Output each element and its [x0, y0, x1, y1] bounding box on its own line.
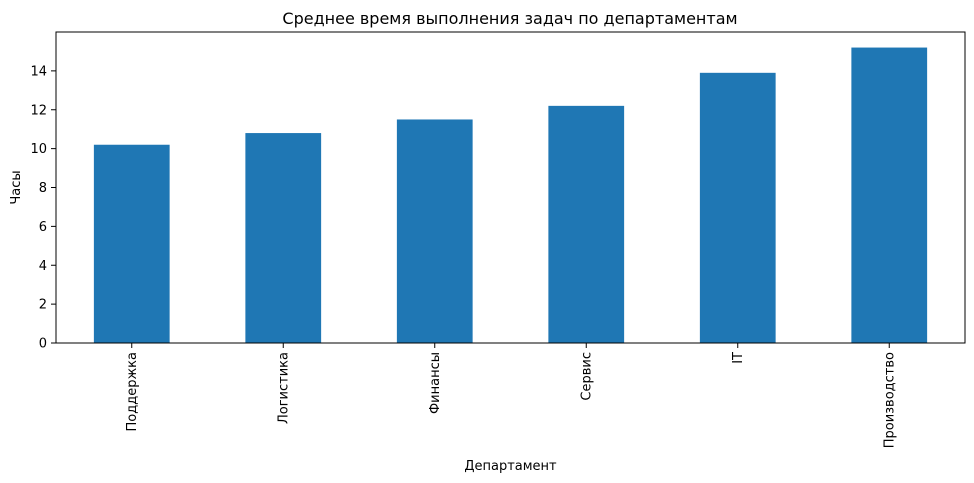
- plot-frame: [55, 31, 966, 344]
- y-tick-label-2: 4: [39, 259, 47, 274]
- x-tick-label-5: Производство: [882, 352, 897, 448]
- y-tick-label-1: 2: [39, 298, 47, 313]
- x-axis: Поддержка Логистика Финансы Сервис IT Произво…: [125, 343, 897, 448]
- bar-0: [93, 144, 170, 343]
- y-tick-label-0: 0: [39, 337, 47, 352]
- y-axis-label: Часы: [9, 170, 24, 204]
- x-tick-label-1: Логистика: [276, 352, 291, 424]
- chart-title: Среднее время выполнения задач по департ…: [282, 9, 737, 28]
- x-tick-label-0: Поддержка: [125, 352, 140, 432]
- bar-2: [396, 119, 473, 343]
- bar-3: [548, 105, 625, 343]
- y-tick-label-3: 6: [39, 220, 47, 235]
- bar-1: [245, 133, 322, 343]
- bar-5: [851, 47, 928, 344]
- y-tick-label-5: 10: [30, 142, 47, 157]
- x-tick-label-4: IT: [731, 352, 746, 364]
- bars-group: [93, 47, 928, 344]
- y-tick-label-6: 12: [30, 103, 47, 118]
- bar-4: [699, 72, 776, 343]
- y-tick-label-4: 8: [39, 181, 47, 196]
- x-tick-label-3: Сервис: [579, 352, 594, 401]
- y-tick-label-7: 14: [30, 64, 47, 79]
- y-axis: 0 2 4 6 8 10 12 14: [30, 64, 56, 352]
- x-axis-label: Департамент: [464, 459, 557, 474]
- x-tick-label-2: Финансы: [428, 352, 443, 414]
